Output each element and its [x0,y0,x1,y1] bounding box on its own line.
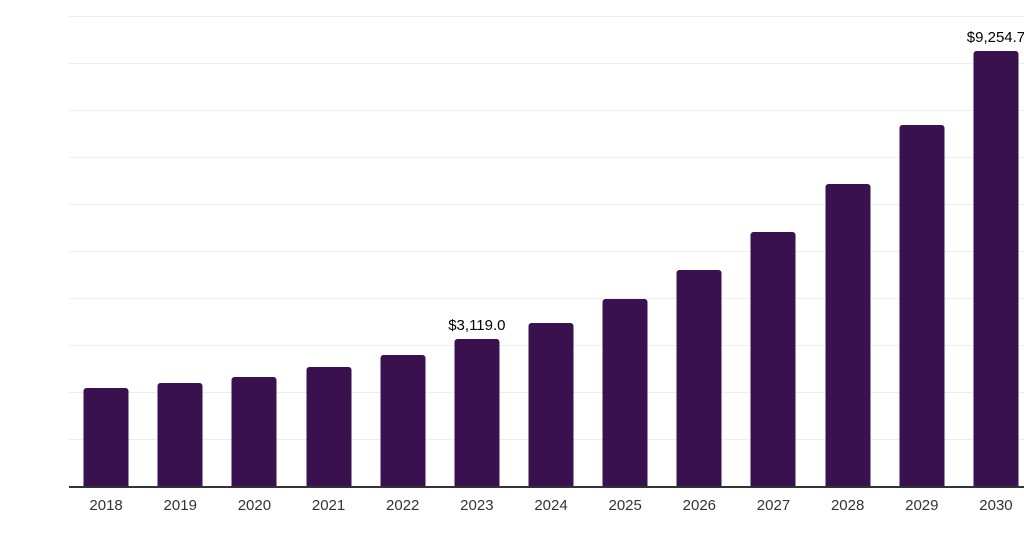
x-tick-label-2023: 2023 [460,497,494,514]
bar-slot-2025 [588,16,662,486]
bar-2023 [454,339,500,486]
x-tick-label-2029: 2029 [905,497,939,514]
x-tick-label-2028: 2028 [830,497,865,514]
bar-slot-2030: $9,254.7 [959,16,1024,486]
x-tick-label-2022: 2022 [386,497,420,514]
x-tick-label-2026: 2026 [682,497,717,514]
bar-slot-2024 [514,16,588,486]
x-tick-label-2030: 2030 [979,497,1013,514]
x-tick-label-2019: 2019 [163,497,197,514]
bar-slot-2029 [885,16,959,486]
bar-2020 [231,377,277,486]
bar-slot-2027 [736,16,810,486]
bar-2027 [750,231,796,486]
x-tick-label-2020: 2020 [237,497,272,514]
gridline [69,251,1024,252]
bar-2029 [899,125,945,486]
bar-slot-2021 [291,16,365,486]
bar-2028 [825,183,871,486]
plot-area: $3,119.0 $9,254.7 [69,16,1024,488]
x-tick-label-2025: 2025 [608,497,642,514]
gridline [69,204,1024,205]
bar-2025 [602,299,648,486]
bar-2019 [157,383,203,486]
bar-slot-2019 [143,16,217,486]
bar-slot-2023: $3,119.0 [440,16,514,486]
bar-2022 [380,355,426,486]
bar-value-label-2030: $9,254.7 [966,29,1024,47]
bars-row: $3,119.0 $9,254.7 [69,16,1024,486]
bar-2018 [83,388,129,486]
bar-slot-2028 [811,16,885,486]
bar-2026 [676,270,722,486]
x-tick-label-2018: 2018 [89,497,123,514]
gridline [69,110,1024,111]
x-tick-label-2027: 2027 [756,497,791,514]
x-tick-label-2021: 2021 [311,497,346,514]
bar-2030 [973,51,1019,486]
gridline [69,63,1024,64]
gridline [69,157,1024,158]
x-axis-tick-labels: 2018 2019 2020 2021 2022 2023 2024 2025 2026 2027… [69,495,1024,516]
bar-slot-2026 [662,16,736,486]
bar-chart: $3,119.0 $9,254.7 2018 2019 2020 2021 2022 202… [40,16,1024,528]
gridline [69,298,1024,299]
gridline [69,16,1024,17]
bar-slot-2018 [69,16,143,486]
bar-slot-2020 [217,16,291,486]
bar-2024 [528,322,574,486]
x-tick-label-2024: 2024 [534,497,568,514]
bar-2021 [306,367,352,486]
bar-value-label-2023: $3,119.0 [448,317,506,335]
bar-slot-2022 [366,16,440,486]
